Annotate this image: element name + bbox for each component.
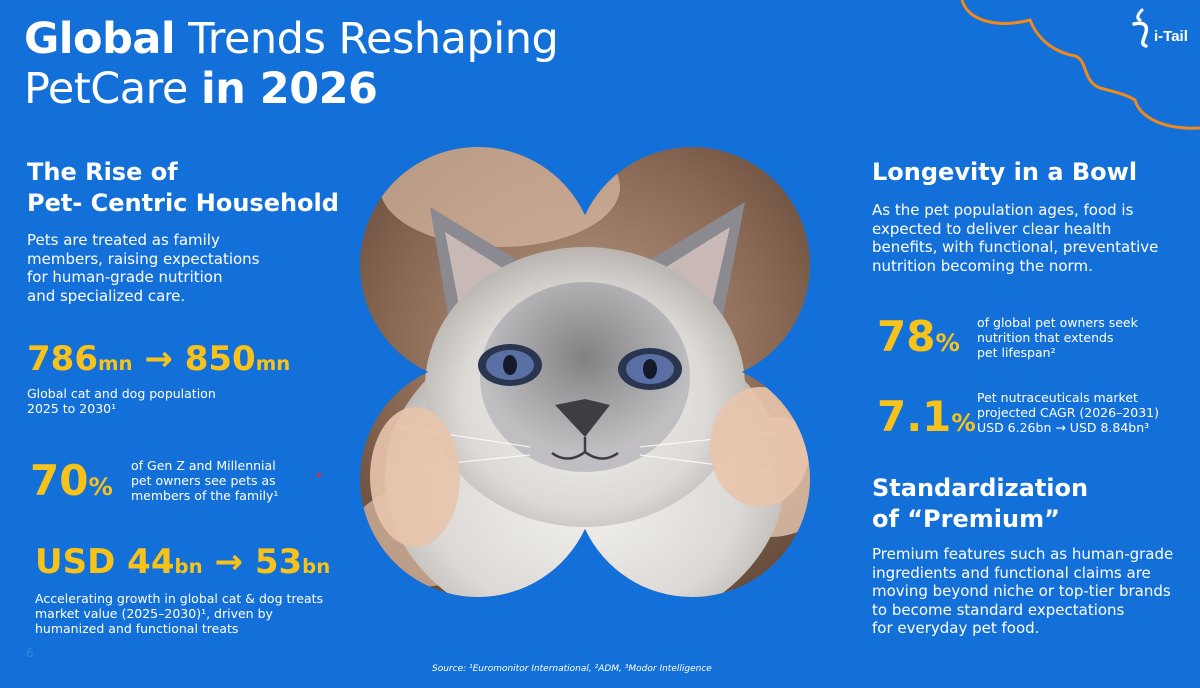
page-number: 6 xyxy=(26,646,34,660)
lifespan-caption: of global pet owners seek nutrition that… xyxy=(977,315,1138,360)
title-bold-2: in 2026 xyxy=(200,64,378,114)
longevity-heading: Longevity in a Bowl xyxy=(872,158,1138,186)
lifespan-stat: 78% xyxy=(877,312,960,361)
premium-body: Premium features such as human-grade ing… xyxy=(872,545,1174,637)
page-title: Global Trends Reshaping PetCare in 2026 xyxy=(24,14,559,114)
itail-logo: i-Tail xyxy=(1128,8,1198,48)
cat-photo xyxy=(360,147,810,597)
family-stat: 70% xyxy=(30,456,113,505)
population-stat: 786mn → 850mn xyxy=(27,339,291,379)
rise-body: Pets are treated as family members, rais… xyxy=(27,231,260,305)
source-footnote: Source: ¹Euromonitor International, ²ADM… xyxy=(432,664,712,674)
title-light-1: Trends Reshaping xyxy=(188,14,559,64)
cagr-caption: Pet nutraceuticals market projected CAGR… xyxy=(977,390,1160,435)
treats-caption: Accelerating growth in global cat & dog … xyxy=(35,591,324,636)
population-caption: Global cat and dog population 2025 to 20… xyxy=(27,386,216,416)
treats-stat: USD 44bn → 53bn xyxy=(35,542,331,582)
cagr-stat: 7.1% xyxy=(877,392,976,441)
rise-heading: The Rise of Pet- Centric Household xyxy=(27,158,339,217)
title-light-2: PetCare xyxy=(24,64,188,114)
premium-heading: Standardization of “Premium” xyxy=(872,474,1089,533)
red-dot xyxy=(317,473,321,477)
logo-text: i-Tail xyxy=(1154,28,1188,45)
longevity-body: As the pet population ages, food is expe… xyxy=(872,201,1159,275)
family-caption: of Gen Z and Millennial pet owners see p… xyxy=(131,458,279,503)
itail-logo-icon xyxy=(1132,8,1149,48)
cloud-outline-decoration xyxy=(960,0,1200,130)
title-bold-1: Global xyxy=(24,14,176,64)
